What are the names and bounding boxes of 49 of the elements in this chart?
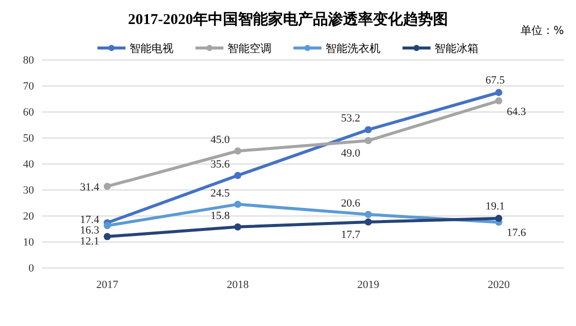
y-tick-label: 80 <box>23 54 34 67</box>
data-label: 45.0 <box>210 134 230 146</box>
y-tick-label: 30 <box>23 184 34 197</box>
point <box>104 232 111 240</box>
data-label: 53.2 <box>341 112 360 125</box>
point <box>234 223 242 230</box>
data-label: 31.4 <box>80 181 100 194</box>
data-label: 24.5 <box>210 187 230 200</box>
point <box>495 97 502 104</box>
legend-label: 智能冰箱 <box>434 42 478 55</box>
x-tick-label: 2017 <box>96 278 119 291</box>
data-label: 20.6 <box>341 197 361 210</box>
data-label: 17.7 <box>341 228 361 241</box>
data-label: 64.3 <box>506 106 526 118</box>
point <box>495 214 502 222</box>
data-label: 15.8 <box>210 210 230 222</box>
y-tick-label: 40 <box>23 158 34 171</box>
data-label: 16.3 <box>80 224 100 237</box>
point <box>234 172 242 179</box>
text: 单位：% <box>520 24 564 37</box>
point <box>364 210 372 218</box>
y-tick-label: 50 <box>23 132 34 145</box>
y-tick-label: 0 <box>28 262 34 275</box>
y-tick-label: 60 <box>23 106 34 119</box>
y-tick-label: 20 <box>23 210 34 223</box>
point <box>104 182 111 190</box>
data-label: 35.6 <box>210 158 230 170</box>
data-label: 17.4 <box>80 214 100 226</box>
data-label: 17.6 <box>506 227 526 240</box>
data-label: 67.5 <box>486 74 506 86</box>
point <box>364 218 372 226</box>
y-tick-label: 10 <box>23 236 34 249</box>
point <box>364 126 372 134</box>
x-tick-label: 2019 <box>357 278 380 291</box>
chart-title: 2017-2020年中国智能家电产品渗透率变化趋势图 <box>128 10 448 28</box>
point <box>234 200 242 208</box>
data-label: 12.1 <box>80 236 100 248</box>
legend-label: 智能电视 <box>130 42 174 55</box>
x-tick-label: 2018 <box>226 278 250 291</box>
legend-label: 智能洗衣机 <box>326 42 380 55</box>
y-tick-label: 70 <box>23 80 34 93</box>
data-label: 49.0 <box>341 148 361 160</box>
x-tick-label: 2020 <box>488 278 510 291</box>
point <box>495 88 502 96</box>
point <box>364 137 372 144</box>
point <box>234 147 242 155</box>
data-label: 19.1 <box>486 200 505 212</box>
point <box>104 222 111 230</box>
legend-label: 智能空调 <box>228 42 272 55</box>
